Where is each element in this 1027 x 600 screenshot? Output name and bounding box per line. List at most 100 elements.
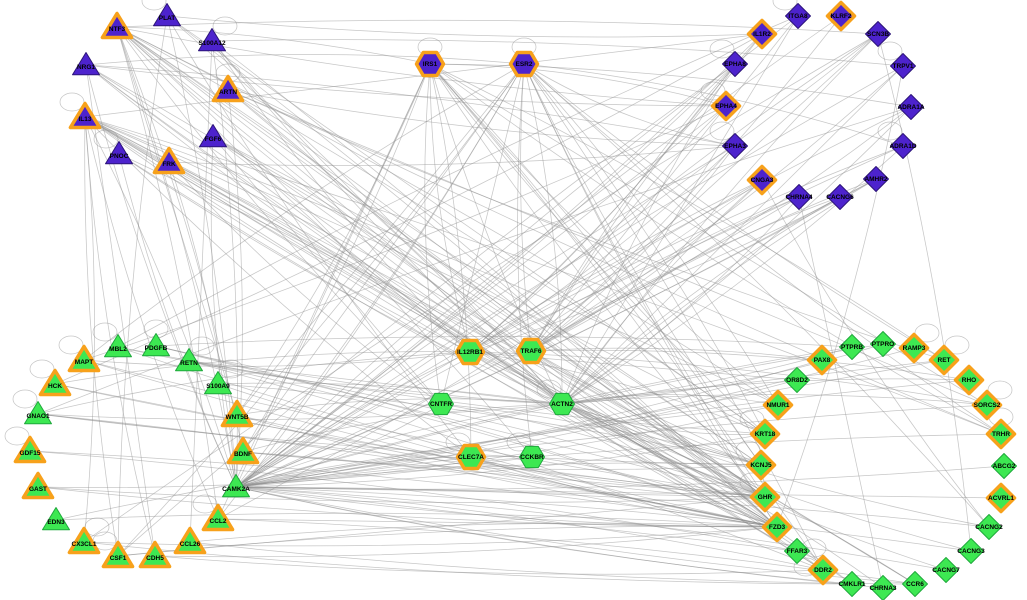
diamond-shape[interactable] (722, 133, 748, 159)
triangle-shape[interactable] (105, 141, 133, 165)
triangle-shape[interactable] (152, 146, 186, 175)
diamond-shape[interactable] (746, 164, 778, 196)
node-CCL26[interactable]: CCL26 (173, 526, 207, 555)
node-RHO[interactable]: RHO (953, 364, 985, 396)
triangle-shape[interactable] (138, 540, 172, 569)
diamond-shape[interactable] (762, 389, 794, 421)
node-ADRA1A[interactable]: ADRA1A (897, 94, 925, 120)
diamond-shape[interactable] (825, 0, 857, 32)
node-NTF3[interactable]: NTF3 (100, 11, 134, 40)
diamond-shape[interactable] (745, 449, 777, 481)
triangle-shape[interactable] (226, 436, 260, 465)
node-NRG1[interactable]: NRG1 (72, 52, 100, 76)
node-RAMP3[interactable]: RAMP3 (898, 332, 930, 364)
diamond-shape[interactable] (985, 482, 1017, 514)
diamond-shape[interactable] (991, 453, 1017, 479)
triangle-shape[interactable] (42, 507, 70, 531)
diamond-shape[interactable] (870, 331, 896, 357)
node-GAST[interactable]: GAST (21, 471, 55, 500)
node-ACVRL1[interactable]: ACVRL1 (985, 482, 1017, 514)
node-GNAO1[interactable]: GNAO1 (24, 401, 52, 425)
node-ESR2[interactable]: ESR2 (508, 50, 540, 78)
diamond-shape[interactable] (785, 3, 811, 29)
node-KRT18[interactable]: KRT18 (749, 418, 781, 450)
triangle-shape[interactable] (199, 124, 227, 148)
triangle-shape[interactable] (204, 371, 232, 395)
triangle-shape[interactable] (175, 348, 203, 372)
diamond-shape[interactable] (786, 184, 812, 210)
node-PNOC[interactable]: PNOC (105, 141, 133, 165)
node-PTPRO[interactable]: PTPRO (870, 331, 896, 357)
node-CDH5[interactable]: CDH5 (138, 540, 172, 569)
diamond-shape[interactable] (749, 418, 781, 450)
diamond-shape[interactable] (985, 418, 1017, 450)
diamond-shape[interactable] (870, 575, 896, 600)
node-CCR6[interactable]: CCR6 (902, 571, 928, 597)
node-PDGFB[interactable]: PDGFB (142, 333, 170, 357)
diamond-shape[interactable] (722, 51, 748, 77)
node-SORCS2[interactable]: SORCS2 (971, 389, 1003, 421)
node-IRS1[interactable]: IRS1 (414, 50, 446, 78)
node-CACNG2[interactable]: CACNG2 (975, 514, 1003, 540)
triangle-shape[interactable] (101, 540, 135, 569)
node-CHRNA4[interactable]: CHRNA4 (785, 184, 813, 210)
hexagon-shape[interactable] (428, 392, 454, 416)
diamond-shape[interactable] (827, 184, 853, 210)
triangle-shape[interactable] (153, 3, 181, 27)
hexagon-shape[interactable] (454, 338, 486, 366)
hexagon-shape[interactable] (549, 392, 575, 416)
triangle-shape[interactable] (24, 401, 52, 425)
diamond-shape[interactable] (839, 334, 865, 360)
node-CSF1[interactable]: CSF1 (101, 540, 135, 569)
diamond-shape[interactable] (890, 53, 916, 79)
diamond-shape[interactable] (928, 344, 960, 376)
diamond-shape[interactable] (807, 554, 839, 586)
triangle-shape[interactable] (67, 526, 101, 555)
node-PLAT[interactable]: PLAT (153, 3, 181, 27)
node-CACNG6[interactable]: CACNG6 (826, 184, 854, 210)
node-CMKLR1[interactable]: CMKLR1 (838, 571, 866, 597)
diamond-shape[interactable] (863, 166, 889, 192)
triangle-shape[interactable] (173, 526, 207, 555)
diamond-shape[interactable] (890, 133, 916, 159)
hexagon-shape[interactable] (508, 50, 540, 78)
triangle-shape[interactable] (68, 101, 102, 130)
node-AMHR2[interactable]: AMHR2 (863, 166, 889, 192)
hexagon-shape[interactable] (414, 50, 446, 78)
hexagon-shape[interactable] (455, 443, 487, 471)
diamond-shape[interactable] (958, 538, 984, 564)
node-KLRF2[interactable]: KLRF2 (825, 0, 857, 32)
node-EDN3[interactable]: EDN3 (42, 507, 70, 531)
diamond-shape[interactable] (953, 364, 985, 396)
triangle-shape[interactable] (220, 399, 254, 428)
diamond-shape[interactable] (839, 571, 865, 597)
diamond-shape[interactable] (933, 557, 959, 583)
diamond-shape[interactable] (710, 90, 742, 122)
diamond-shape[interactable] (902, 571, 928, 597)
node-CLEC7A[interactable]: CLEC7A (455, 443, 487, 471)
node-RET[interactable]: RET (928, 344, 960, 376)
triangle-shape[interactable] (67, 344, 101, 373)
triangle-shape[interactable] (222, 474, 250, 498)
node-CACNG3[interactable]: CACNG3 (957, 538, 985, 564)
diamond-shape[interactable] (971, 389, 1003, 421)
triangle-shape[interactable] (100, 11, 134, 40)
diamond-shape[interactable] (976, 514, 1002, 540)
triangle-shape[interactable] (201, 503, 235, 532)
node-CX3CL1[interactable]: CX3CL1 (67, 526, 101, 555)
diamond-shape[interactable] (784, 367, 810, 393)
diamond-shape[interactable] (746, 18, 778, 50)
diamond-shape[interactable] (761, 511, 793, 543)
triangle-shape[interactable] (72, 52, 100, 76)
triangle-shape[interactable] (38, 368, 72, 397)
node-ABCG2[interactable]: ABCG2 (991, 453, 1017, 479)
diamond-shape[interactable] (865, 21, 891, 47)
node-CHRNA3[interactable]: CHRNA3 (869, 575, 897, 600)
node-NMUR1[interactable]: NMUR1 (762, 389, 794, 421)
node-DDR2[interactable]: DDR2 (807, 554, 839, 586)
hexagon-shape[interactable] (515, 337, 547, 365)
diamond-shape[interactable] (898, 94, 924, 120)
triangle-shape[interactable] (13, 435, 47, 464)
node-GDF15[interactable]: GDF15 (13, 435, 47, 464)
